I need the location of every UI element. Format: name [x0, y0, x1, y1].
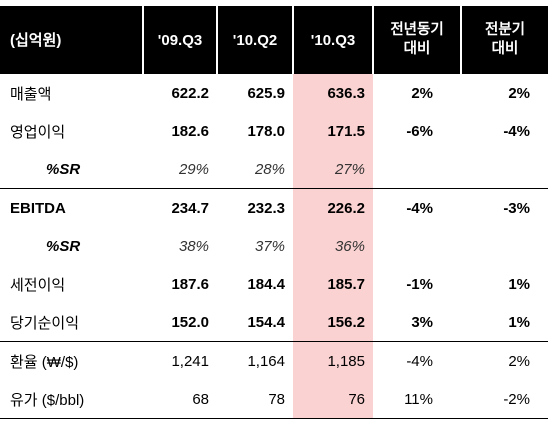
table-row: 영업이익 182.6 178.0 171.5 -6% -4% — [0, 112, 548, 150]
row-label: 당기순이익 — [10, 314, 80, 332]
cell-09q3: 152.0 — [171, 313, 209, 331]
cell-yoy: 11% — [373, 380, 461, 419]
cell-09q3: 29% — [178, 160, 209, 178]
cell-10q3: 636.3 — [293, 74, 373, 112]
cell-10q3: 156.2 — [293, 303, 373, 342]
row-label: %SR — [46, 160, 81, 178]
qoq-header-line1: 전분기 — [484, 22, 526, 38]
cell-10q2: 232.3 — [217, 188, 293, 227]
cell-yoy: -4% — [373, 188, 461, 227]
unit-header: (십억원) — [0, 6, 144, 74]
row-label: 매출액 — [10, 85, 52, 103]
cell-yoy — [373, 227, 461, 265]
cell-yoy — [373, 150, 461, 189]
cell-10q3: 171.5 — [293, 112, 373, 150]
qoq-header-line2: 대비 — [491, 41, 519, 57]
table-row: 당기순이익 152.0 154.4 156.2 3% 1% — [0, 303, 548, 342]
cell-yoy: -1% — [406, 275, 433, 293]
table-row: %SR 29% 28% 27% — [0, 150, 548, 189]
row-label: 유가 ($/bbl) — [0, 380, 143, 419]
table-row: 매출액 622.2 625.9 636.3 2% 2% — [0, 74, 548, 112]
row-label: 영업이익 — [10, 123, 66, 141]
cell-10q3: 36% — [293, 227, 373, 265]
cell-qoq: -3% — [461, 188, 548, 227]
cell-10q2: 184.4 — [247, 275, 285, 293]
cell-qoq: -2% — [461, 380, 548, 419]
table-row: 환율 (₩/$) 1,241 1,164 1,185 -4% 2% — [0, 341, 548, 380]
col-10q2-header: '10.Q2 — [217, 6, 294, 74]
cell-qoq — [461, 227, 548, 265]
financial-table: (십억원) '09.Q3 '10.Q2 '10.Q3 전년동기 대비 전분기 대… — [0, 6, 548, 419]
cell-10q3: 76 — [293, 380, 373, 419]
cell-qoq: 2% — [508, 84, 530, 102]
cell-09q3: 187.6 — [171, 275, 209, 293]
cell-yoy: 3% — [411, 313, 433, 331]
row-label: EBITDA — [0, 188, 143, 227]
cell-10q3: 185.7 — [293, 265, 373, 303]
cell-10q2: 1,164 — [217, 341, 293, 380]
header-row: (십억원) '09.Q3 '10.Q2 '10.Q3 전년동기 대비 전분기 대… — [0, 6, 548, 74]
cell-qoq — [461, 150, 548, 189]
yoy-header-line2: 대비 — [403, 41, 431, 57]
cell-qoq: 2% — [461, 341, 548, 380]
cell-09q3: 68 — [143, 380, 217, 419]
yoy-header-line1: 전년동기 — [390, 22, 444, 38]
cell-09q3: 622.2 — [171, 84, 209, 102]
row-label: %SR — [46, 237, 81, 255]
table-row: EBITDA 234.7 232.3 226.2 -4% -3% — [0, 188, 548, 227]
table-row: %SR 38% 37% 36% — [0, 227, 548, 265]
table-row: 유가 ($/bbl) 68 78 76 11% -2% — [0, 380, 548, 419]
row-label: 환율 (₩/$) — [0, 341, 143, 380]
col-yoy-header: 전년동기 대비 — [373, 6, 462, 74]
table-body: 매출액 622.2 625.9 636.3 2% 2% 영업이익 182.6 1… — [0, 74, 548, 419]
cell-09q3: 1,241 — [143, 341, 217, 380]
cell-qoq: -4% — [503, 122, 530, 140]
cell-09q3: 38% — [178, 237, 209, 255]
cell-10q2: 154.4 — [247, 313, 285, 331]
cell-10q2: 37% — [254, 237, 285, 255]
cell-09q3: 182.6 — [171, 122, 209, 140]
cell-10q3: 27% — [293, 150, 373, 189]
col-09q3-header: '09.Q3 — [143, 6, 218, 74]
cell-yoy: -6% — [406, 122, 433, 140]
col-qoq-header: 전분기 대비 — [461, 6, 548, 74]
row-label: 세전이익 — [10, 276, 66, 294]
cell-10q3: 226.2 — [293, 188, 373, 227]
cell-10q2: 28% — [254, 160, 285, 178]
cell-10q2: 625.9 — [247, 84, 285, 102]
cell-yoy: 2% — [411, 84, 433, 102]
table-header: (십억원) '09.Q3 '10.Q2 '10.Q3 전년동기 대비 전분기 대… — [0, 6, 548, 74]
cell-qoq: 1% — [508, 275, 530, 293]
table-row: 세전이익 187.6 184.4 185.7 -1% 1% — [0, 265, 548, 303]
cell-09q3: 234.7 — [143, 188, 217, 227]
cell-10q2: 78 — [217, 380, 293, 419]
cell-10q3: 1,185 — [293, 341, 373, 380]
cell-yoy: -4% — [373, 341, 461, 380]
cell-qoq: 1% — [508, 313, 530, 331]
cell-10q2: 178.0 — [247, 122, 285, 140]
col-10q3-header: '10.Q3 — [293, 6, 374, 74]
